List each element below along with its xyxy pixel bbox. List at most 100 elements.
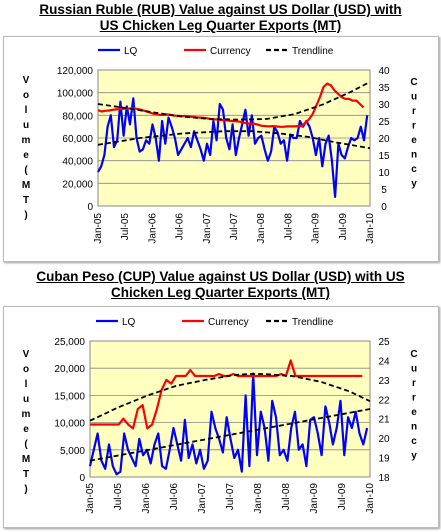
y-axis-title-char: V	[23, 349, 30, 360]
y-tick-label: 20,000	[62, 179, 93, 190]
y-tick-label: 80,000	[62, 111, 93, 122]
x-tick-label: Jan-05	[85, 483, 96, 514]
y-axis-title-char: M	[22, 454, 30, 465]
series-trendline	[97, 130, 371, 150]
series-trendline	[89, 373, 371, 422]
x-tick-label: Jan-08	[256, 213, 267, 244]
y2-tick-label: 15	[378, 151, 390, 162]
x-tick-label: Jul-09	[337, 483, 348, 511]
chart2-title-line1: Cuban Peso (CUP) Value against US Dollar…	[36, 269, 405, 284]
chart1-title-line2: US Chicken Leg Quarter Exports (MT)	[99, 18, 342, 33]
y2-tick-label: 25	[378, 337, 390, 348]
legend-label-currency: Currency	[210, 46, 251, 57]
y2-tick-label: 0	[381, 202, 387, 213]
y-axis-title-char: M	[22, 180, 30, 191]
x-tick-label: Jan-09	[311, 213, 322, 244]
y-tick-label: 10,000	[54, 419, 85, 430]
legend-label-trendline: Trendline	[292, 46, 334, 57]
y2-tick-label: 19	[378, 454, 390, 465]
chart2-svg: 0 5,000 10,000 15,000 20,000 25,000 18 19 20 21 22…	[22, 317, 418, 514]
y2-tick-label: 35	[378, 83, 390, 94]
y-tick-label: 5,000	[60, 446, 85, 457]
y-axis-title-char: m	[22, 135, 31, 146]
x-tick-label: Jan-10	[365, 483, 376, 514]
x-tick-label: Jan-07	[197, 483, 208, 514]
y-axis-title-char: V	[23, 75, 30, 86]
series-lq-line	[97, 97, 369, 198]
y-tick-label: 15,000	[54, 391, 85, 402]
y2-axis-title-char: e	[411, 407, 417, 418]
y-axis-title-char: )	[24, 484, 27, 495]
y2-tick-label: 30	[378, 100, 390, 111]
y2-tick-label: 21	[378, 415, 390, 426]
legend-label-lq: LQ	[122, 317, 136, 328]
legend-label-lq: LQ	[124, 46, 138, 57]
y2-tick-label: 10	[378, 168, 390, 179]
y-axis-title-char: T	[23, 469, 29, 480]
y2-tick-label: 22	[378, 395, 390, 406]
y-tick-label: 25,000	[54, 337, 85, 348]
y2-tick-label: 40	[378, 66, 390, 77]
y2-tick-label: 20	[378, 134, 390, 145]
y-tick-label: 60,000	[62, 134, 93, 145]
y2-axis-title-char: u	[411, 92, 417, 103]
y2-axis-title-char: c	[411, 164, 417, 175]
y-axis-title-char: u	[23, 120, 29, 131]
y2-axis-title-char: y	[411, 179, 417, 190]
y2-axis-title-char: r	[412, 106, 416, 117]
y2-axis-title-char: n	[411, 422, 417, 433]
y-axis-title-char: l	[25, 379, 28, 390]
x-tick-label: Jan-06	[141, 483, 152, 514]
y2-axis-title-char: C	[410, 349, 417, 360]
y-axis-title-char: (	[24, 439, 28, 450]
y-axis-title-char: l	[25, 105, 28, 116]
x-tick-label: Jul-08	[281, 483, 292, 511]
chart2-panel: 0 5,000 10,000 15,000 20,000 25,000 18 19 20 21 22…	[3, 306, 439, 528]
y2-axis-title-char: n	[411, 150, 417, 161]
y-tick-label: 20,000	[54, 364, 85, 375]
y2-tick-label: 24	[378, 356, 390, 367]
y2-tick-label: 23	[378, 376, 390, 387]
y2-axis-title-char: e	[411, 135, 417, 146]
y2-tick-label: 25	[378, 117, 390, 128]
chart1-title: Russian Ruble (RUB) Value against US Dol…	[0, 2, 441, 34]
series-lq-line	[88, 372, 369, 476]
x-tick-label: Jan-07	[202, 213, 213, 244]
x-tick-label: Jan-06	[147, 213, 158, 244]
chart1-title-line1: Russian Ruble (RUB) Value against US Dol…	[39, 2, 402, 17]
y-tick-label: 0	[79, 473, 85, 484]
y2-axis-title-char: u	[411, 364, 417, 375]
x-tick-label: Jul-06	[169, 483, 180, 511]
chart1-svg: 0 20,000 40,000 60,000 80,000 100,000 120,000 0…	[22, 46, 418, 244]
x-tick-label: Jan-08	[253, 483, 264, 514]
y2-axis-title-char: r	[412, 393, 416, 404]
y2-axis-title-char: r	[412, 378, 416, 389]
y-axis-title-char: T	[23, 195, 29, 206]
x-tick-label: Jul-05	[113, 483, 124, 511]
chart1-panel: 0 20,000 40,000 60,000 80,000 100,000 120,000 0…	[3, 36, 439, 262]
y-axis-title-char: )	[24, 210, 27, 221]
y2-tick-label: 18	[378, 473, 390, 484]
y-axis-title-char: u	[23, 394, 29, 405]
y-axis-title-char: o	[23, 364, 29, 375]
x-tick-label: Jan-10	[365, 213, 376, 244]
y2-axis-title-char: C	[410, 77, 417, 88]
x-tick-label: Jan-05	[93, 213, 104, 244]
y-tick-label: 120,000	[57, 66, 94, 77]
chart2-title-line2: Chicken Leg Quarter Exports (MT)	[110, 285, 331, 300]
x-tick-label: Jan-09	[309, 483, 320, 514]
x-tick-label: Jul-07	[225, 483, 236, 511]
y-axis-title-char: e	[23, 150, 29, 161]
x-tick-label: Jul-09	[338, 213, 349, 241]
y-axis-title-char: o	[23, 90, 29, 101]
y2-axis-title-char: r	[412, 121, 416, 132]
y-axis-title-char: m	[22, 409, 31, 420]
y2-axis-title-char: y	[411, 451, 417, 462]
chart2-title: Cuban Peso (CUP) Value against US Dollar…	[0, 269, 441, 301]
y2-axis-title-char: c	[411, 436, 417, 447]
y-tick-label: 40,000	[62, 157, 93, 168]
x-tick-label: Jul-08	[283, 213, 294, 241]
y-axis-title-char: e	[23, 424, 29, 435]
y-tick-label: 0	[87, 202, 93, 213]
y2-tick-label: 5	[381, 185, 387, 196]
